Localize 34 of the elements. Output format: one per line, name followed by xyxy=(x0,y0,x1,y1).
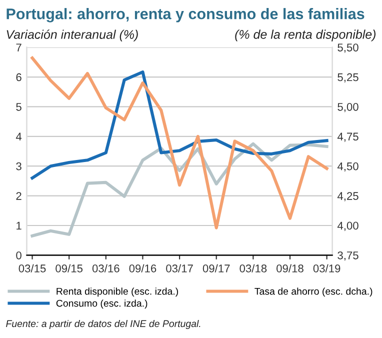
y2-tick-label: 4,75 xyxy=(337,132,358,142)
source-note: Fuente: a partir de datos del INE de Portugal. xyxy=(6,320,200,330)
y-tick-label: 3 xyxy=(16,162,22,170)
y2-tick-label: 4,50 xyxy=(337,162,358,172)
y2-tick-label: 4,00 xyxy=(337,222,358,231)
y2-tick-label: 5,00 xyxy=(338,102,358,112)
y-tick-label: 4 xyxy=(16,132,22,140)
x-tick-label: 03/19 xyxy=(313,264,340,272)
y-tick-label: 6 xyxy=(16,73,22,82)
x-tick-label: 03/17 xyxy=(166,264,193,272)
x-tick-label: 09/18 xyxy=(276,264,304,272)
y-tick-label: 2 xyxy=(16,192,22,200)
line-series xyxy=(30,56,328,230)
legend-label: Tasa de ahorro (esc. dcha.) xyxy=(254,288,372,297)
y-axis-title: Variación interanual (%) xyxy=(6,30,138,42)
y2-tick-label: 5,25 xyxy=(338,73,358,82)
chart-title: Portugal: ahorro, renta y consumo de las familias xyxy=(6,8,364,22)
y-tick-label: 5 xyxy=(16,103,22,111)
x-tick-label: 09/17 xyxy=(202,264,230,272)
y2-tick-label: 4,25 xyxy=(337,192,358,202)
y-tick-label: 7 xyxy=(16,44,22,52)
y-tick-label: 1 xyxy=(16,222,22,230)
x-tick-label: 09/16 xyxy=(129,264,156,272)
y2-axis-title: (% de la renta disponible) xyxy=(235,30,376,42)
legend-label: Consumo (esc. izda.) xyxy=(56,300,148,309)
x-tick-label: 03/15 xyxy=(18,264,46,272)
legend-label: Renta disponible (esc. izda.) xyxy=(56,288,178,297)
x-tick-label: 09/15 xyxy=(56,264,83,272)
y2-tick-label: 5,50 xyxy=(338,44,358,53)
y-tick-label: 0 xyxy=(16,251,22,260)
x-tick-label: 03/16 xyxy=(92,264,120,272)
line-series xyxy=(30,70,328,180)
y2-tick-label: 3,75 xyxy=(338,251,358,261)
x-tick-label: 03/18 xyxy=(240,264,267,272)
